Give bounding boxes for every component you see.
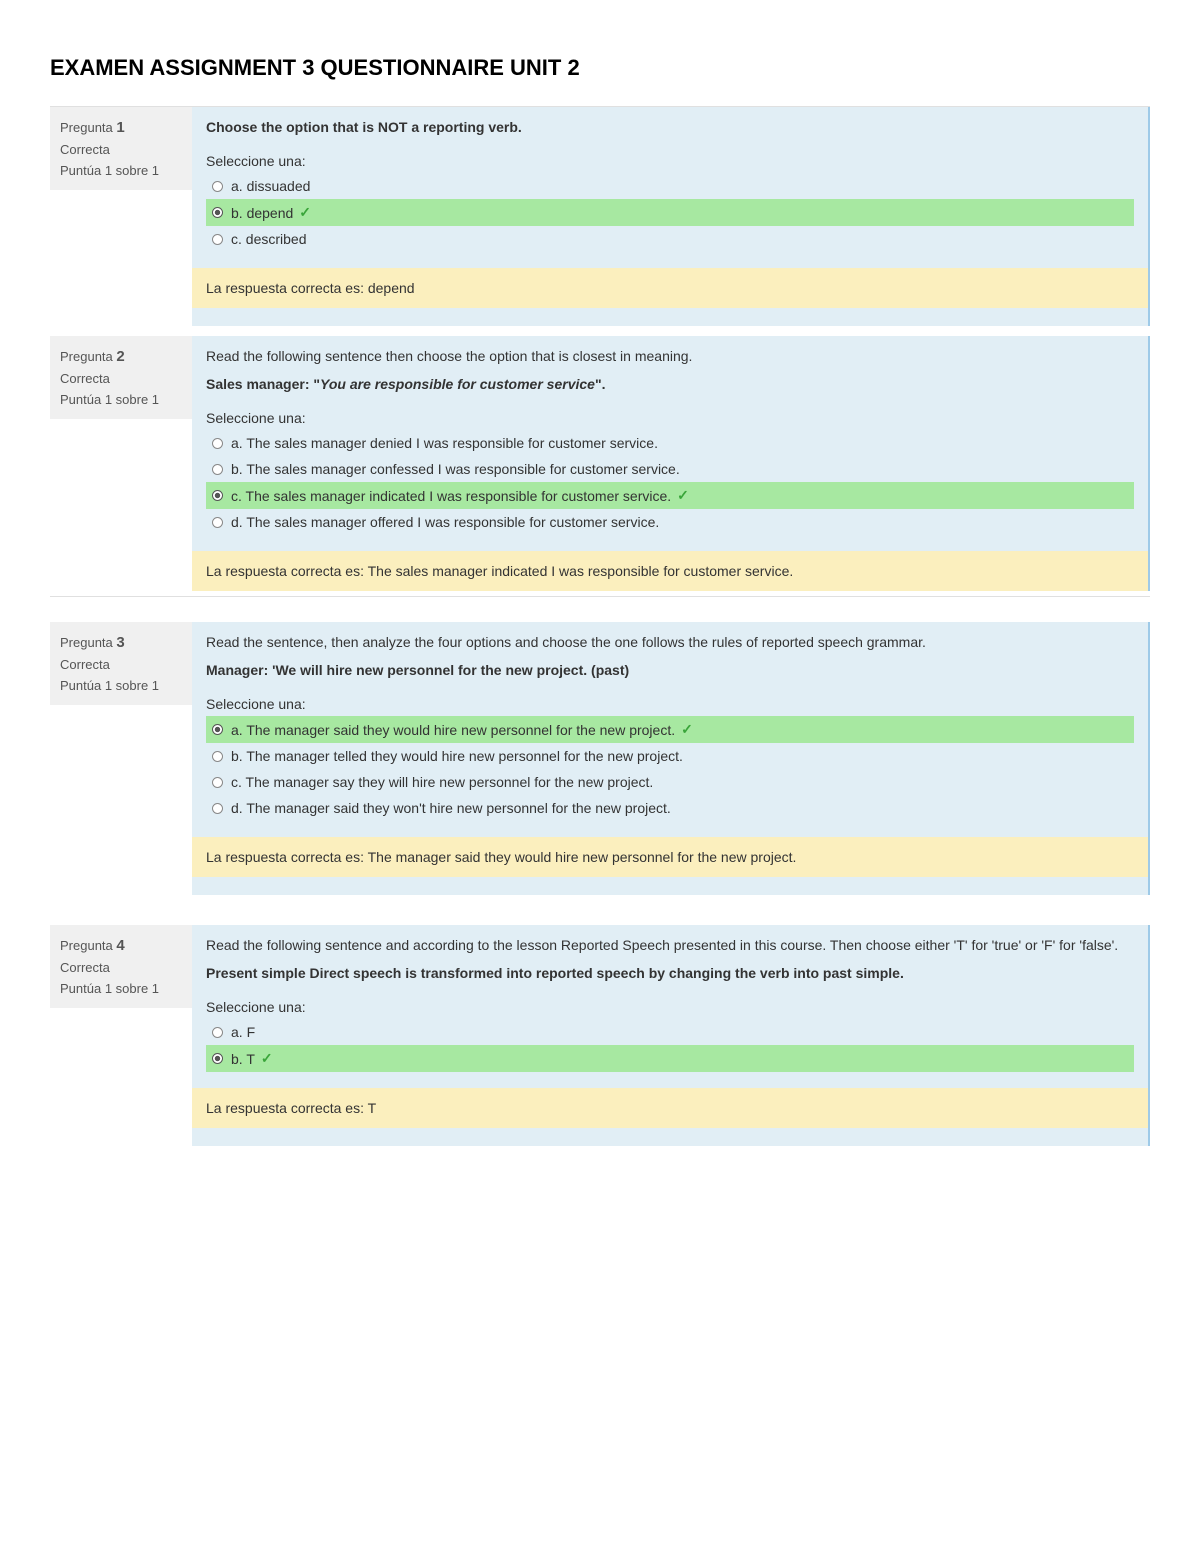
select-one-label: Seleccione una: bbox=[206, 696, 1134, 712]
check-icon: ✓ bbox=[677, 487, 689, 504]
radio-icon bbox=[212, 1053, 223, 1064]
radio-icon bbox=[212, 490, 223, 501]
question-number: 1 bbox=[116, 119, 124, 136]
question-bold-line: Sales manager: "You are responsible for … bbox=[206, 376, 1134, 392]
feedback-text: La respuesta correcta es: depend bbox=[192, 268, 1148, 308]
question-info: Pregunta 2 Correcta Puntúa 1 sobre 1 bbox=[50, 336, 192, 419]
question-status: Correcta bbox=[60, 657, 182, 672]
option-label: c. described bbox=[231, 231, 306, 247]
question-number: 4 bbox=[116, 937, 124, 954]
bold-italic: You are responsible for customer service bbox=[320, 376, 595, 392]
radio-icon bbox=[212, 464, 223, 475]
radio-icon bbox=[212, 751, 223, 762]
question-prompt: Choose the option that is NOT a reportin… bbox=[206, 119, 1134, 135]
question-label: Pregunta bbox=[60, 349, 113, 364]
question-score: Puntúa 1 sobre 1 bbox=[60, 392, 182, 407]
radio-icon bbox=[212, 517, 223, 528]
option-label: d. The sales manager offered I was respo… bbox=[231, 514, 659, 530]
question-bold-line: Present simple Direct speech is transfor… bbox=[206, 965, 1134, 981]
question-content: Read the sentence, then analyze the four… bbox=[192, 622, 1150, 895]
feedback-text: La respuesta correcta es: The sales mana… bbox=[192, 551, 1148, 591]
check-icon: ✓ bbox=[299, 204, 311, 221]
bold-suffix: ". bbox=[595, 376, 606, 392]
question-label: Pregunta bbox=[60, 938, 113, 953]
feedback-text: La respuesta correcta es: The manager sa… bbox=[192, 837, 1148, 877]
option-label: a. The manager said they would hire new … bbox=[231, 722, 675, 738]
question-status: Correcta bbox=[60, 142, 182, 157]
select-one-label: Seleccione una: bbox=[206, 153, 1134, 169]
option-a[interactable]: a. dissuaded bbox=[206, 173, 1134, 199]
question-3: Pregunta 3 Correcta Puntúa 1 sobre 1 Rea… bbox=[50, 622, 1150, 895]
option-b[interactable]: b. The sales manager confessed I was res… bbox=[206, 456, 1134, 482]
check-icon: ✓ bbox=[681, 721, 693, 738]
question-number: 2 bbox=[116, 348, 124, 365]
question-content: Read the following sentence then choose … bbox=[192, 336, 1150, 591]
question-prompt: Read the following sentence and accordin… bbox=[206, 937, 1134, 953]
radio-icon bbox=[212, 181, 223, 192]
question-4: Pregunta 4 Correcta Puntúa 1 sobre 1 Rea… bbox=[50, 925, 1150, 1146]
radio-icon bbox=[212, 1027, 223, 1038]
question-number: 3 bbox=[116, 634, 124, 651]
feedback-text: La respuesta correcta es: T bbox=[192, 1088, 1148, 1128]
select-one-label: Seleccione una: bbox=[206, 410, 1134, 426]
option-b[interactable]: b. T ✓ bbox=[206, 1045, 1134, 1072]
option-label: c. The sales manager indicated I was res… bbox=[231, 488, 671, 504]
question-content: Choose the option that is NOT a reportin… bbox=[192, 107, 1150, 326]
question-info: Pregunta 1 Correcta Puntúa 1 sobre 1 bbox=[50, 107, 192, 190]
option-label: a. The sales manager denied I was respon… bbox=[231, 435, 658, 451]
question-bold-line: Manager: 'We will hire new personnel for… bbox=[206, 662, 1134, 678]
option-label: b. depend bbox=[231, 205, 293, 221]
question-prompt: Read the following sentence then choose … bbox=[206, 348, 1134, 364]
check-icon: ✓ bbox=[261, 1050, 273, 1067]
option-b[interactable]: b. depend ✓ bbox=[206, 199, 1134, 226]
option-label: b. The manager telled they would hire ne… bbox=[231, 748, 683, 764]
question-score: Puntúa 1 sobre 1 bbox=[60, 678, 182, 693]
option-c[interactable]: c. The sales manager indicated I was res… bbox=[206, 482, 1134, 509]
question-status: Correcta bbox=[60, 371, 182, 386]
option-d[interactable]: d. The sales manager offered I was respo… bbox=[206, 509, 1134, 535]
question-score: Puntúa 1 sobre 1 bbox=[60, 163, 182, 178]
option-b[interactable]: b. The manager telled they would hire ne… bbox=[206, 743, 1134, 769]
radio-icon bbox=[212, 777, 223, 788]
question-label: Pregunta bbox=[60, 120, 113, 135]
option-c[interactable]: c. The manager say they will hire new pe… bbox=[206, 769, 1134, 795]
option-label: a. dissuaded bbox=[231, 178, 310, 194]
option-a[interactable]: a. F bbox=[206, 1019, 1134, 1045]
question-label: Pregunta bbox=[60, 635, 113, 650]
option-label: b. The sales manager confessed I was res… bbox=[231, 461, 680, 477]
question-status: Correcta bbox=[60, 960, 182, 975]
option-label: c. The manager say they will hire new pe… bbox=[231, 774, 653, 790]
question-2: Pregunta 2 Correcta Puntúa 1 sobre 1 Rea… bbox=[50, 336, 1150, 597]
option-label: a. F bbox=[231, 1024, 255, 1040]
question-info: Pregunta 4 Correcta Puntúa 1 sobre 1 bbox=[50, 925, 192, 1008]
radio-icon bbox=[212, 724, 223, 735]
bold-prefix: Sales manager: " bbox=[206, 376, 320, 392]
question-info: Pregunta 3 Correcta Puntúa 1 sobre 1 bbox=[50, 622, 192, 705]
question-score: Puntúa 1 sobre 1 bbox=[60, 981, 182, 996]
option-label: b. T bbox=[231, 1051, 255, 1067]
select-one-label: Seleccione una: bbox=[206, 999, 1134, 1015]
option-c[interactable]: c. described bbox=[206, 226, 1134, 252]
option-a[interactable]: a. The sales manager denied I was respon… bbox=[206, 430, 1134, 456]
option-label: d. The manager said they won't hire new … bbox=[231, 800, 671, 816]
page-title: EXAMEN ASSIGNMENT 3 QUESTIONNAIRE UNIT 2 bbox=[50, 55, 1150, 81]
radio-icon bbox=[212, 234, 223, 245]
question-content: Read the following sentence and accordin… bbox=[192, 925, 1150, 1146]
radio-icon bbox=[212, 207, 223, 218]
option-a[interactable]: a. The manager said they would hire new … bbox=[206, 716, 1134, 743]
option-d[interactable]: d. The manager said they won't hire new … bbox=[206, 795, 1134, 821]
radio-icon bbox=[212, 438, 223, 449]
question-1: Pregunta 1 Correcta Puntúa 1 sobre 1 Cho… bbox=[50, 107, 1150, 326]
question-prompt: Read the sentence, then analyze the four… bbox=[206, 634, 1134, 650]
radio-icon bbox=[212, 803, 223, 814]
